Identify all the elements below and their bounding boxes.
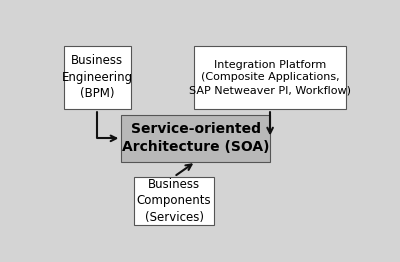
FancyBboxPatch shape [64,46,131,109]
Text: Service-oriented
Architecture (SOA): Service-oriented Architecture (SOA) [122,122,270,154]
Text: Integration Platform
(Composite Applications,
SAP Netweaver PI, Workflow): Integration Platform (Composite Applicat… [189,59,351,95]
Text: Business
Engineering
(BPM): Business Engineering (BPM) [62,54,133,100]
Text: Business
Components
(Services): Business Components (Services) [137,178,211,224]
FancyBboxPatch shape [194,46,346,109]
FancyBboxPatch shape [134,177,214,225]
FancyBboxPatch shape [121,115,270,162]
